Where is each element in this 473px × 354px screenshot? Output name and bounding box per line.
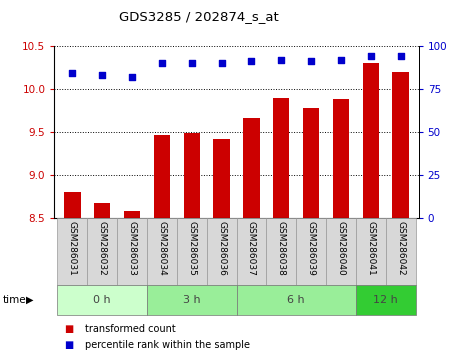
Bar <box>207 218 236 285</box>
Bar <box>236 218 266 285</box>
Bar <box>266 218 296 285</box>
Text: GSM286037: GSM286037 <box>247 221 256 276</box>
Bar <box>213 139 230 218</box>
Text: GSM286033: GSM286033 <box>128 221 137 276</box>
Bar <box>303 108 319 218</box>
Bar <box>333 99 349 218</box>
Bar <box>154 135 170 218</box>
Point <box>158 60 166 66</box>
Bar <box>147 218 177 285</box>
Text: GSM286034: GSM286034 <box>158 221 166 276</box>
Point <box>188 60 195 66</box>
Bar <box>184 133 200 218</box>
Bar <box>177 218 207 285</box>
Bar <box>386 218 416 285</box>
Bar <box>356 285 416 315</box>
Point <box>218 60 225 66</box>
Bar <box>94 203 110 218</box>
Bar <box>64 192 80 218</box>
Point <box>367 53 375 59</box>
Text: GSM286036: GSM286036 <box>217 221 226 276</box>
Text: time: time <box>2 295 26 305</box>
Text: 12 h: 12 h <box>373 295 398 305</box>
Point <box>248 59 255 64</box>
Text: GSM286039: GSM286039 <box>307 221 315 276</box>
Bar <box>117 218 147 285</box>
Text: ■: ■ <box>64 324 73 334</box>
Bar <box>124 211 140 218</box>
Point <box>69 71 76 76</box>
Text: GSM286041: GSM286041 <box>367 221 376 276</box>
Bar <box>87 218 117 285</box>
Point <box>278 57 285 63</box>
Text: 0 h: 0 h <box>93 295 111 305</box>
Bar <box>236 285 356 315</box>
Point <box>337 57 345 63</box>
Bar <box>356 218 386 285</box>
Bar <box>296 218 326 285</box>
Bar <box>57 285 147 315</box>
Text: ■: ■ <box>64 340 73 350</box>
Text: transformed count: transformed count <box>85 324 176 334</box>
Text: GDS3285 / 202874_s_at: GDS3285 / 202874_s_at <box>119 10 279 23</box>
Text: ▶: ▶ <box>26 295 34 305</box>
Text: GSM286031: GSM286031 <box>68 221 77 276</box>
Point <box>307 59 315 64</box>
Text: percentile rank within the sample: percentile rank within the sample <box>85 340 250 350</box>
Text: 3 h: 3 h <box>183 295 201 305</box>
Point <box>128 74 136 80</box>
Bar <box>273 98 289 218</box>
Bar <box>147 285 236 315</box>
Bar <box>243 118 260 218</box>
Text: GSM286032: GSM286032 <box>97 221 106 276</box>
Text: GSM286035: GSM286035 <box>187 221 196 276</box>
Point <box>397 53 404 59</box>
Text: GSM286040: GSM286040 <box>336 221 345 276</box>
Text: 6 h: 6 h <box>288 295 305 305</box>
Bar <box>57 218 87 285</box>
Point <box>98 72 106 78</box>
Text: GSM286042: GSM286042 <box>396 221 405 276</box>
Text: GSM286038: GSM286038 <box>277 221 286 276</box>
Bar <box>393 72 409 218</box>
Bar <box>363 63 379 218</box>
Bar <box>326 218 356 285</box>
